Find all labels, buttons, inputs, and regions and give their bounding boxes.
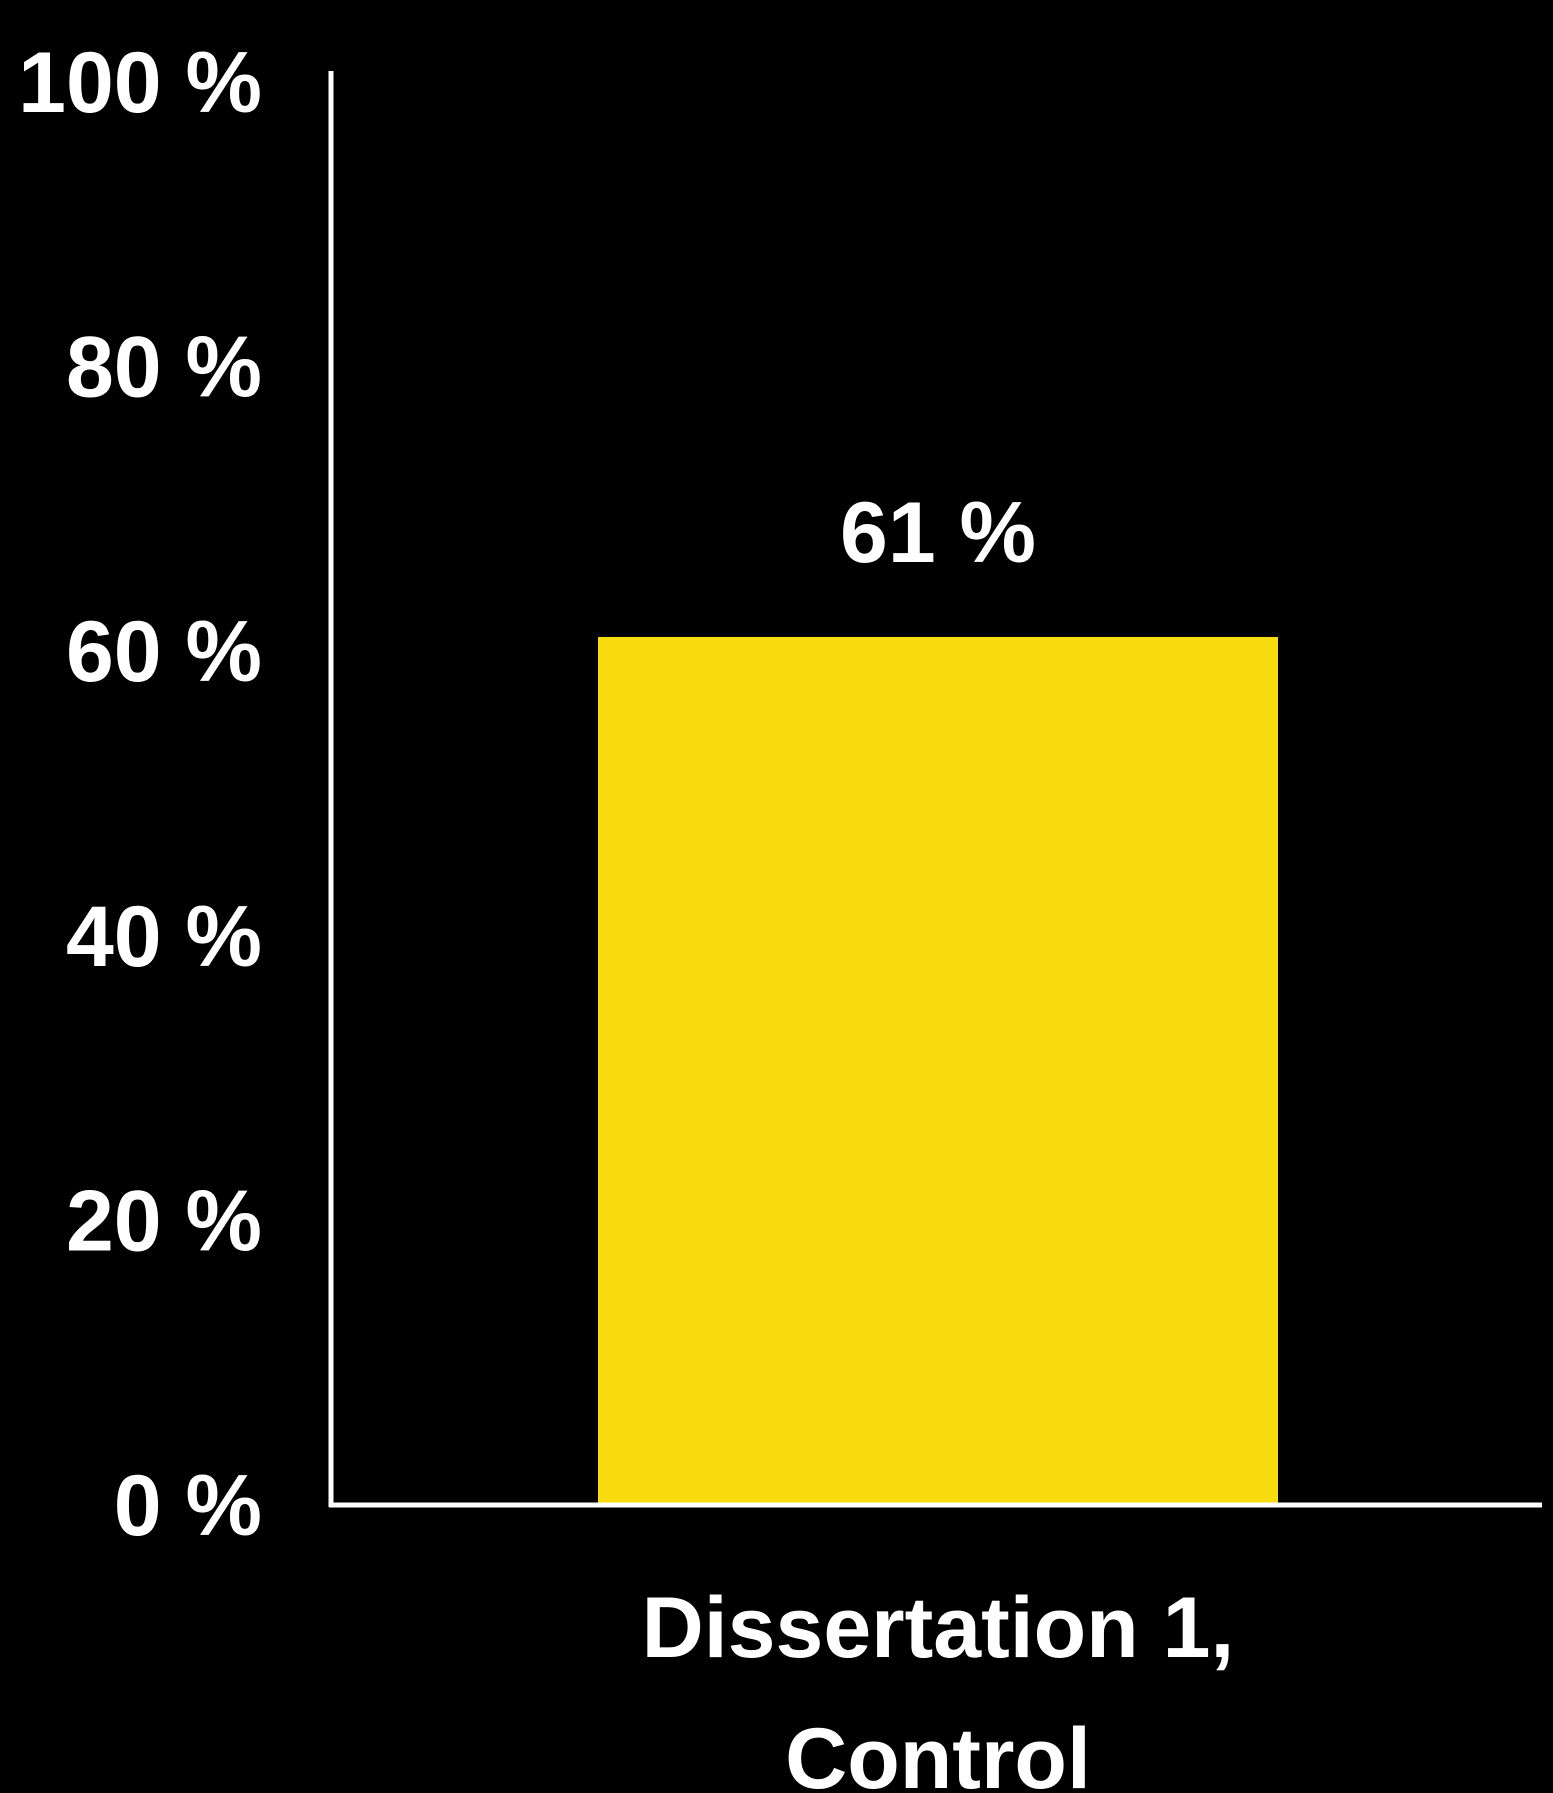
y-tick-label: 0 % <box>114 1458 262 1554</box>
y-tick-label: 100 % <box>18 35 262 131</box>
x-category-label: Dissertation 1, Control <box>642 1580 1235 1793</box>
y-tick-label: 20 % <box>66 1173 262 1269</box>
bar-value-label: 61 % <box>840 485 1036 581</box>
y-tick-label: 80 % <box>66 320 262 416</box>
bar-group <box>598 636 1278 1505</box>
x-tick-labels: Dissertation 1, Control <box>642 1580 1235 1793</box>
y-tick-label: 60 % <box>66 604 262 700</box>
x-category-label-line: Control <box>785 1711 1091 1793</box>
x-category-label-line: Dissertation 1, <box>642 1580 1235 1676</box>
y-tick-label: 40 % <box>66 889 262 985</box>
data-label-group: 61 % <box>840 485 1036 581</box>
bar <box>598 636 1278 1505</box>
y-tick-labels: 0 % 20 % 40 % 60 % 80 % 100 % <box>18 35 262 1554</box>
